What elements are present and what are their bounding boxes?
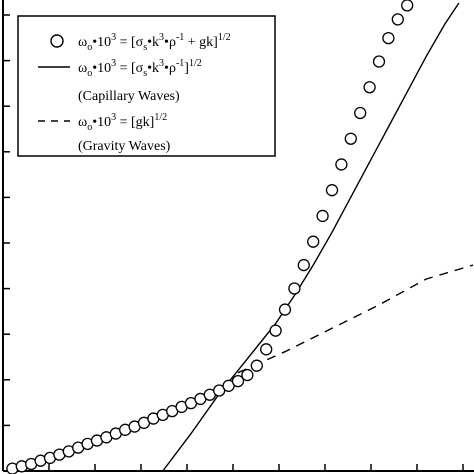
legend-measured-sigma-sub: s	[143, 42, 147, 53]
data-point	[316, 209, 329, 223]
measured-points	[6, 0, 414, 474]
data-point	[288, 282, 301, 295]
legend-label-capillary: ωo•103 = [σs•k3•ρ-1]1/2	[78, 58, 202, 79]
legend-capillary-rho-exp: -1	[176, 58, 184, 69]
data-point	[363, 81, 376, 94]
data-point	[382, 31, 395, 45]
legend-measured-omega-sub: o	[87, 42, 92, 53]
legend-capillary-lhs: •10	[92, 61, 111, 76]
legend-capillary-k: •k	[147, 61, 159, 76]
legend-label-measured: ωo•103 = [σs•k3•ρ-1 + gk]1/2	[78, 32, 231, 53]
legend-measured-rho-exp: -1	[176, 32, 184, 43]
legend-gravity-omega: ω	[78, 115, 87, 130]
legend-marker-measured	[50, 34, 64, 48]
data-point	[307, 235, 320, 248]
legend-measured-k: •k	[147, 35, 159, 50]
legend-capillary-omega: ω	[78, 61, 87, 76]
legend-measured-rho: •ρ	[164, 35, 176, 50]
data-point	[297, 258, 310, 272]
legend-gravity-lhs: •10	[92, 115, 111, 130]
data-point	[344, 132, 357, 145]
gravity-line	[237, 264, 474, 374]
legend-measured-rhs-open: = [σ	[116, 35, 144, 50]
legend-capillary-rho: •ρ	[164, 61, 176, 76]
axis-ticks	[3, 14, 464, 471]
legend-capillary-omega-sub: o	[87, 68, 92, 79]
data-point	[250, 359, 263, 372]
legend-measured-lhs-exp: 3	[111, 32, 116, 43]
legend-measured-outer-exp: 1/2	[218, 32, 231, 43]
data-point	[241, 368, 254, 382]
legend-measured-k-exp: 3	[159, 32, 164, 43]
data-point	[401, 0, 414, 12]
legend-note-gravity: (Gravity Waves)	[78, 139, 171, 154]
data-point	[260, 343, 273, 356]
data-point	[278, 303, 292, 316]
legend-capillary-k-exp: 3	[159, 58, 164, 69]
data-point	[391, 13, 404, 26]
legend-measured-omega: ω	[78, 35, 87, 50]
legend-capillary-sigma-sub: s	[143, 68, 147, 79]
data-point	[269, 324, 282, 337]
legend-gravity-lhs-exp: 3	[111, 112, 116, 123]
data-point	[325, 184, 339, 197]
data-point	[335, 158, 348, 171]
legend-measured-lhs: •10	[92, 35, 111, 50]
legend: ωo•103 = [σs•k3•ρ-1 + gk]1/2 ωo•103 = [σ…	[17, 15, 276, 157]
legend-capillary-rhs-open: = [σ	[116, 61, 144, 76]
legend-measured-tail: + gk]	[184, 35, 218, 50]
data-point	[354, 106, 367, 120]
data-point	[372, 55, 386, 68]
legend-gravity-outer-exp: 1/2	[154, 112, 167, 123]
legend-gravity-omega-sub: o	[87, 122, 92, 133]
legend-capillary-outer-exp: 1/2	[189, 58, 202, 69]
legend-label-gravity: ωo•103 = [gk]1/2	[78, 112, 167, 133]
legend-capillary-tail: ]	[184, 61, 189, 76]
data-point	[231, 374, 245, 388]
legend-capillary-lhs-exp: 3	[111, 58, 116, 69]
legend-note-capillary: (Capillary Waves)	[78, 89, 180, 104]
legend-gravity-rhs-open: = [gk]	[116, 115, 154, 130]
